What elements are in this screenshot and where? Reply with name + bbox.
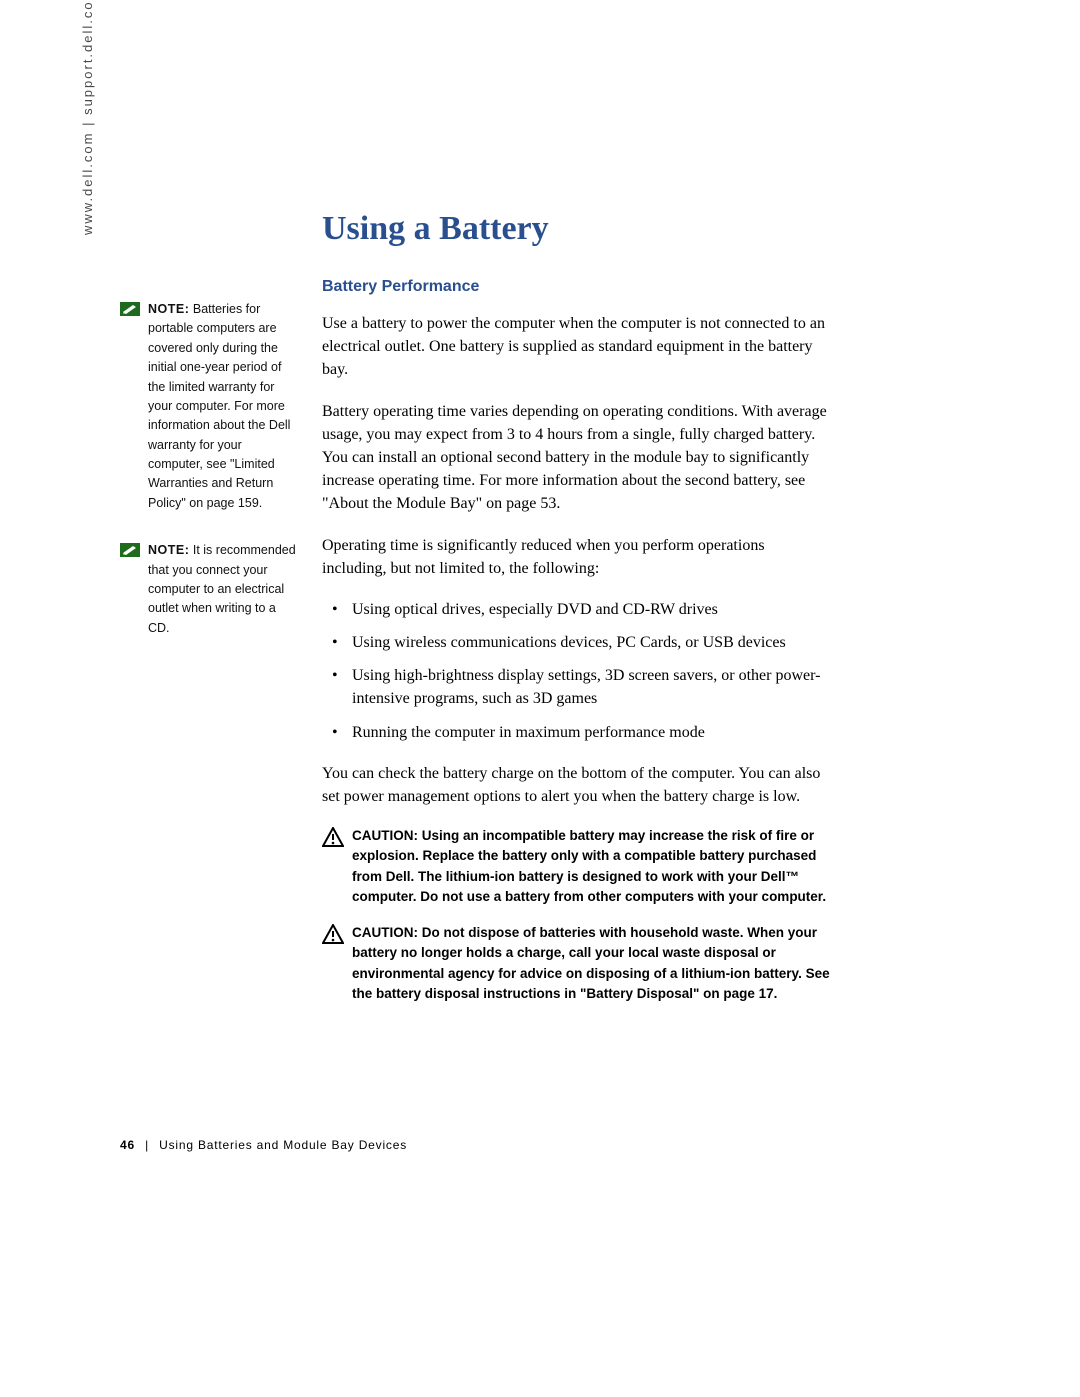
page-title: Using a Battery <box>322 210 832 248</box>
caution-triangle-icon <box>322 827 344 847</box>
list-item: Using high-brightness display settings, … <box>352 664 832 710</box>
body-paragraph: Battery operating time varies depending … <box>322 400 832 516</box>
note-block: NOTE: Batteries for portable computers a… <box>120 300 300 513</box>
note-pencil-icon <box>120 302 140 316</box>
note-text: NOTE: Batteries for portable computers a… <box>120 300 300 513</box>
list-item: Using optical drives, especially DVD and… <box>352 598 832 621</box>
page-number: 46 <box>120 1138 135 1152</box>
document-page: www.dell.com | support.dell.com NOTE: Ba… <box>0 0 1080 1397</box>
note-label: NOTE: <box>148 302 189 316</box>
note-block: NOTE: It is recommended that you connect… <box>120 541 300 638</box>
footer-separator: | <box>145 1138 149 1152</box>
page-footer: 46 | Using Batteries and Module Bay Devi… <box>120 1138 407 1152</box>
note-pencil-icon <box>120 543 140 557</box>
bullet-list: Using optical drives, especially DVD and… <box>322 598 832 744</box>
caution-block: CAUTION: Using an incompatible battery m… <box>322 826 832 907</box>
note-body: Batteries for portable computers are cov… <box>148 302 290 510</box>
note-label: NOTE: <box>148 543 189 557</box>
list-item: Using wireless communications devices, P… <box>352 631 832 654</box>
caution-text: CAUTION: Using an incompatible battery m… <box>352 826 832 907</box>
note-text: NOTE: It is recommended that you connect… <box>120 541 300 638</box>
section-heading: Battery Performance <box>322 278 832 296</box>
main-content: Using a Battery Battery Performance Use … <box>322 210 832 1020</box>
body-paragraph: Operating time is significantly reduced … <box>322 534 832 580</box>
list-item: Running the computer in maximum performa… <box>352 721 832 744</box>
vertical-url-text: www.dell.com | support.dell.com <box>80 5 95 235</box>
body-paragraph: You can check the battery charge on the … <box>322 762 832 808</box>
footer-section-title: Using Batteries and Module Bay Devices <box>159 1138 407 1152</box>
caution-triangle-icon <box>322 924 344 944</box>
body-paragraph: Use a battery to power the computer when… <box>322 312 832 382</box>
caution-block: CAUTION: Do not dispose of batteries wit… <box>322 923 832 1004</box>
caution-text: CAUTION: Do not dispose of batteries wit… <box>352 923 832 1004</box>
sidebar-notes: NOTE: Batteries for portable computers a… <box>120 300 300 666</box>
